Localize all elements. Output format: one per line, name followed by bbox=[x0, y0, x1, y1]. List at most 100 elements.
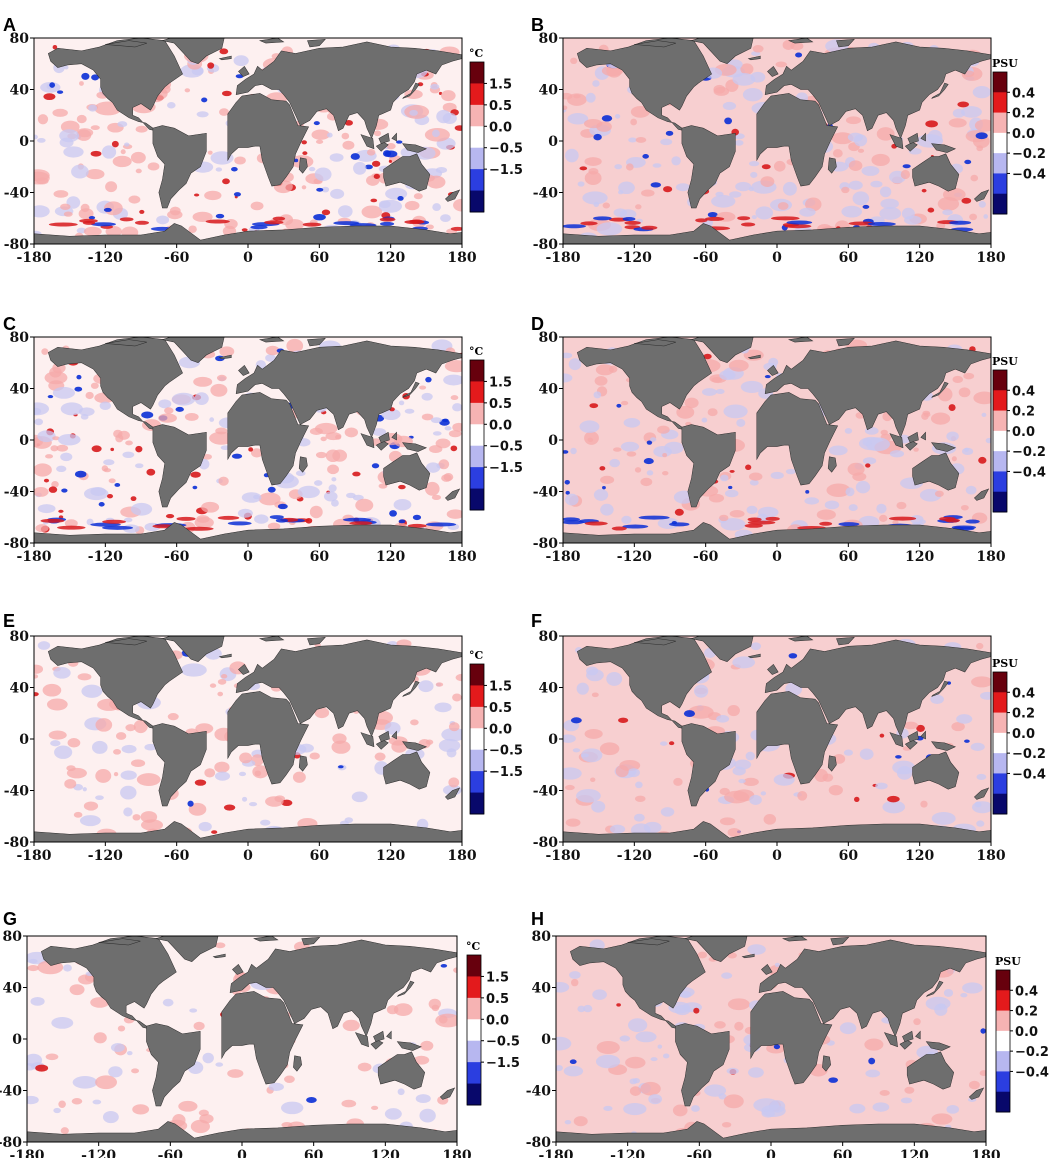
y-tick-label: -80 bbox=[4, 835, 30, 851]
x-tick-label: -60 bbox=[158, 1148, 184, 1158]
y-tick-label: -80 bbox=[4, 237, 30, 253]
colorbar: °C 1.5 0.5 0.0 −0.5 −1.5 bbox=[469, 345, 523, 511]
map-area bbox=[563, 38, 991, 244]
x-tick-label: -120 bbox=[88, 848, 123, 864]
colorbar-tick-label: 0.4 bbox=[1012, 686, 1035, 701]
panel-label: D bbox=[531, 314, 544, 334]
y-tick-label: 0 bbox=[541, 1032, 551, 1048]
y-tick-label: 80 bbox=[10, 330, 30, 346]
x-tick-label: 120 bbox=[376, 848, 405, 864]
panel-label: A bbox=[3, 15, 16, 35]
colorbar-tick-label: −0.2 bbox=[1012, 445, 1046, 460]
y-tick-label: 80 bbox=[10, 629, 30, 645]
map-area bbox=[556, 936, 986, 1142]
colorbar-tick-label: −0.2 bbox=[1015, 1045, 1049, 1060]
x-tick-label: 60 bbox=[839, 549, 859, 565]
colorbar-unit: PSU bbox=[992, 57, 1018, 70]
x-tick-label: -180 bbox=[16, 250, 51, 266]
y-tick-label: 40 bbox=[539, 382, 559, 398]
x-tick-label: 0 bbox=[772, 250, 782, 266]
x-tick-label: 60 bbox=[839, 848, 859, 864]
colorbar: °C 1.5 0.5 0.0 −0.5 −1.5 bbox=[469, 47, 523, 213]
colorbar-tick-label: 1.5 bbox=[489, 679, 512, 694]
colorbar-tick-label: 0.4 bbox=[1015, 984, 1038, 999]
y-tick-label: 40 bbox=[532, 981, 552, 997]
x-tick-label: 180 bbox=[976, 250, 1005, 266]
panel-e: E -180 -120 -60 0 60 120 180 80 40 0 -40 -80 °C 1.5 0.5… bbox=[3, 611, 523, 864]
map-area bbox=[34, 337, 462, 543]
colorbar: °C 1.5 0.5 0.0 −0.5 −1.5 bbox=[466, 940, 520, 1106]
y-tick-label: -80 bbox=[4, 536, 30, 552]
colorbar-unit: PSU bbox=[992, 657, 1018, 670]
x-tick-label: 0 bbox=[766, 1148, 776, 1158]
colorbar-tick-label: 0.0 bbox=[1015, 1025, 1038, 1040]
x-tick-label: -60 bbox=[693, 250, 719, 266]
x-tick-label: 120 bbox=[905, 848, 934, 864]
panel-f: F -180 -120 -60 0 60 120 180 80 40 0 -40 -80 PSU 0.4 0.… bbox=[531, 611, 1046, 864]
colorbar-tick-label: −1.5 bbox=[486, 1056, 520, 1071]
colorbar-tick-label: 0.0 bbox=[486, 1013, 509, 1028]
x-tick-label: 120 bbox=[371, 1148, 400, 1158]
colorbar: PSU 0.4 0.2 0.0 −0.2 −0.4 bbox=[992, 657, 1046, 815]
colorbar-tick-label: 0.5 bbox=[486, 992, 509, 1007]
y-tick-label: 0 bbox=[19, 433, 29, 449]
x-tick-label: -180 bbox=[545, 250, 580, 266]
panel-label: B bbox=[531, 15, 544, 35]
x-tick-label: -60 bbox=[693, 549, 719, 565]
x-tick-label: -60 bbox=[164, 250, 190, 266]
colorbar-tick-label: 0.5 bbox=[489, 397, 512, 412]
y-tick-label: -80 bbox=[533, 835, 559, 851]
colorbar-tick-label: 0.2 bbox=[1015, 1005, 1038, 1020]
panel-label: G bbox=[3, 909, 17, 929]
x-tick-label: 120 bbox=[376, 250, 405, 266]
x-tick-label: -120 bbox=[617, 549, 652, 565]
x-tick-label: 180 bbox=[447, 848, 476, 864]
colorbar-unit: PSU bbox=[995, 955, 1021, 968]
x-tick-label: 180 bbox=[447, 250, 476, 266]
colorbar-tick-label: 0.4 bbox=[1012, 384, 1035, 399]
colorbar-tick-label: 0.5 bbox=[489, 99, 512, 114]
x-tick-label: 0 bbox=[243, 848, 253, 864]
colorbar-unit: PSU bbox=[992, 355, 1018, 368]
colorbar-tick-label: −0.2 bbox=[1012, 747, 1046, 762]
colorbar-tick-label: −0.2 bbox=[1012, 147, 1046, 162]
y-tick-label: -80 bbox=[0, 1135, 22, 1151]
panel-c: C -180 -120 -60 0 60 120 180 80 40 0 -40 -80 °C 1.5 0.5… bbox=[3, 314, 523, 565]
panel-label: F bbox=[531, 611, 542, 631]
y-tick-label: 0 bbox=[12, 1032, 22, 1048]
y-tick-label: -40 bbox=[0, 1084, 22, 1100]
colorbar-unit: °C bbox=[469, 345, 484, 358]
x-tick-label: 60 bbox=[310, 549, 330, 565]
y-tick-label: 80 bbox=[532, 929, 552, 945]
colorbar-tick-label: 0.2 bbox=[1012, 405, 1035, 420]
y-tick-label: 0 bbox=[19, 134, 29, 150]
y-tick-label: 40 bbox=[3, 981, 23, 997]
panel-g: G -180 -120 -60 0 60 120 180 80 40 0 -40 -80 °C 1.5 0.5… bbox=[0, 909, 520, 1158]
y-tick-label: 0 bbox=[548, 732, 558, 748]
colorbar-tick-label: 0.0 bbox=[1012, 425, 1035, 440]
panel-b: B -180 -120 -60 0 60 120 180 80 40 0 -40 -80 PSU 0.4 0.… bbox=[531, 15, 1046, 266]
panel-h: H -180 -120 -60 0 60 120 180 80 40 0 -40 -80 PSU 0.4 0.… bbox=[526, 909, 1049, 1158]
x-tick-label: -180 bbox=[545, 848, 580, 864]
panel-label: E bbox=[3, 611, 15, 631]
x-tick-label: -60 bbox=[164, 848, 190, 864]
colorbar-tick-label: −0.5 bbox=[489, 142, 523, 157]
colorbar-tick-label: −1.5 bbox=[489, 461, 523, 476]
x-tick-label: 0 bbox=[243, 549, 253, 565]
colorbar-tick-label: 0.0 bbox=[489, 120, 512, 135]
colorbar: PSU 0.4 0.2 0.0 −0.2 −0.4 bbox=[992, 355, 1046, 513]
y-tick-label: 80 bbox=[539, 330, 559, 346]
x-tick-label: 180 bbox=[971, 1148, 1000, 1158]
y-tick-label: 80 bbox=[3, 929, 23, 945]
y-tick-label: -40 bbox=[526, 1084, 552, 1100]
y-tick-label: 0 bbox=[548, 433, 558, 449]
y-tick-label: 0 bbox=[19, 732, 29, 748]
x-tick-label: 180 bbox=[976, 848, 1005, 864]
y-tick-label: 40 bbox=[10, 681, 30, 697]
colorbar-tick-label: −0.5 bbox=[489, 744, 523, 759]
map-area bbox=[27, 936, 457, 1142]
x-tick-label: -60 bbox=[687, 1148, 713, 1158]
colorbar-tick-label: 0.0 bbox=[489, 722, 512, 737]
panel-a: A -180 -120 -60 0 60 120 180 80 40 0 -40 -80 °C 1.5 0.5… bbox=[3, 15, 523, 266]
colorbar-tick-label: 0.0 bbox=[1012, 727, 1035, 742]
